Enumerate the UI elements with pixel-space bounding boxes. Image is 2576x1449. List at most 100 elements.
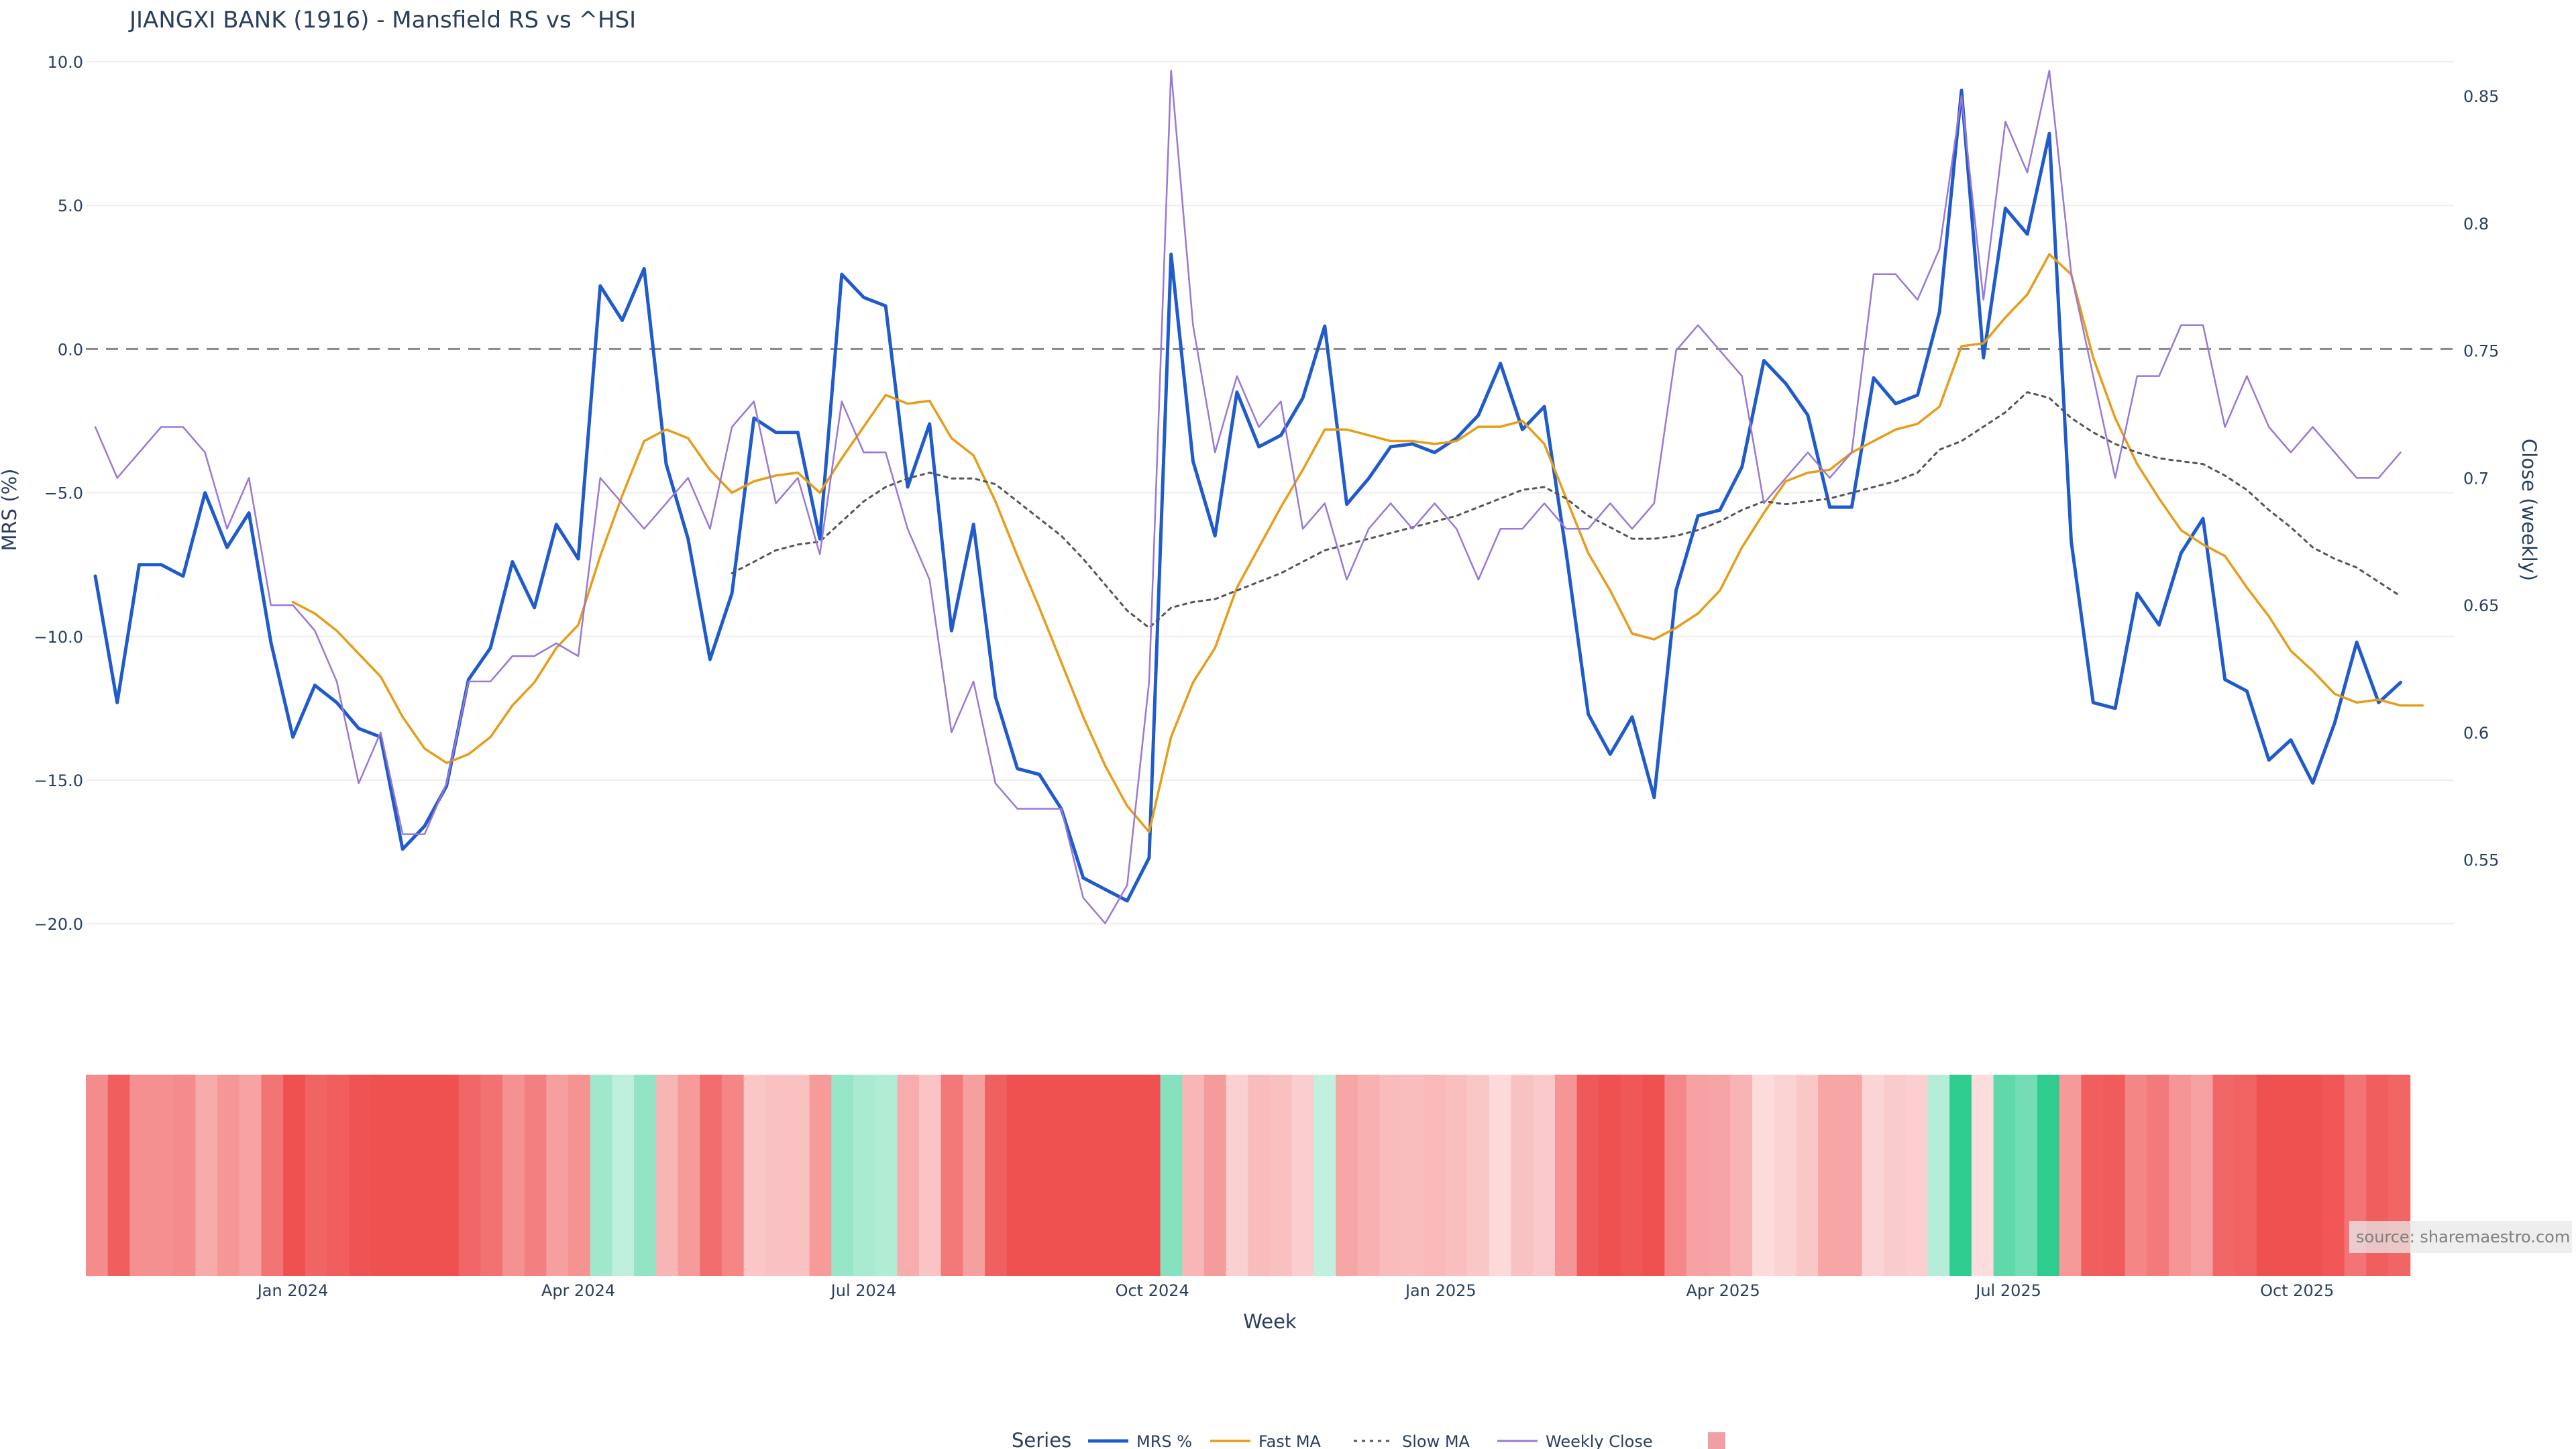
y-tick-label: −10.0 bbox=[34, 628, 83, 647]
heatmap-cell bbox=[2081, 1075, 2104, 1276]
heatmap-cell bbox=[1905, 1075, 1929, 1276]
y-axis-tick-labels: 10.0 5.0 0.0 −5.0 −10.0 −15.0 −20.0 bbox=[34, 53, 83, 934]
heatmap-cell bbox=[1533, 1075, 1556, 1276]
heatmap-cell bbox=[1949, 1075, 1972, 1276]
heatmap-cell bbox=[919, 1075, 942, 1276]
legend: Series MRS % Fast MA Slow MA Weekly Close bbox=[1012, 1429, 1725, 1449]
heatmap-cell bbox=[2256, 1075, 2279, 1276]
heatmap-cell bbox=[2103, 1075, 2126, 1276]
x-tick-label: Apr 2025 bbox=[1686, 1281, 1760, 1300]
legend-title: Series bbox=[1012, 1429, 1071, 1449]
heatmap-cell bbox=[86, 1075, 109, 1276]
heatmap-cell bbox=[1270, 1075, 1293, 1276]
y2-tick-label: 0.65 bbox=[2463, 596, 2499, 615]
y-tick-label: −20.0 bbox=[34, 915, 83, 934]
legend-swatch-heatmap bbox=[1708, 1432, 1725, 1449]
legend-label: Fast MA bbox=[1258, 1432, 1322, 1449]
heatmap-cell bbox=[1028, 1075, 1051, 1276]
heatmap-cell bbox=[2147, 1075, 2169, 1276]
heatmap-cell bbox=[437, 1075, 460, 1276]
source-badge bbox=[2349, 1221, 2572, 1253]
y-axis-title: MRS (%) bbox=[0, 469, 21, 551]
heatmap-cell bbox=[1730, 1075, 1753, 1276]
heatmap-cell bbox=[568, 1075, 591, 1276]
heatmap-cell bbox=[1094, 1075, 1117, 1276]
heatmap-cell bbox=[480, 1075, 503, 1276]
heatmap-cell bbox=[217, 1075, 240, 1276]
heatmap-cell bbox=[1708, 1075, 1731, 1276]
heatmap-cell bbox=[853, 1075, 876, 1276]
heatmap-cell bbox=[1138, 1075, 1161, 1276]
y-tick-label: 5.0 bbox=[58, 197, 83, 215]
y-tick-label: −5.0 bbox=[44, 484, 83, 503]
heatmap-cell bbox=[1511, 1075, 1534, 1276]
heatmap-cell bbox=[239, 1075, 262, 1276]
x-tick-label: Jan 2024 bbox=[256, 1281, 329, 1300]
heatmap-cell bbox=[1336, 1075, 1358, 1276]
heatmap-cell bbox=[546, 1075, 569, 1276]
heatmap-cell bbox=[700, 1075, 722, 1276]
heatmap-cell bbox=[2037, 1075, 2060, 1276]
heatmap-cell bbox=[327, 1075, 350, 1276]
heatmap-cell bbox=[831, 1075, 854, 1276]
heatmap-cell bbox=[655, 1075, 679, 1276]
heatmap-cell bbox=[875, 1075, 898, 1276]
y2-tick-label: 0.55 bbox=[2463, 851, 2499, 870]
heatmap-cell bbox=[985, 1075, 1008, 1276]
heatmap-cell bbox=[1116, 1075, 1139, 1276]
series-line-mrs- bbox=[93, 89, 2402, 903]
heatmap-cell bbox=[283, 1075, 306, 1276]
heatmap-cell bbox=[721, 1075, 745, 1276]
heatmap-cell bbox=[152, 1075, 174, 1276]
heatmap-cell bbox=[370, 1075, 394, 1276]
heatmap-cell bbox=[1006, 1075, 1030, 1276]
heatmap-cell bbox=[2212, 1075, 2235, 1276]
x-axis-tick-labels: Jan 2024 Apr 2024 Jul 2024 Oct 2024 Jan 2025… bbox=[256, 1281, 2334, 1300]
y2-axis-tick-labels: 0.55 0.6 0.65 0.7 0.75 0.8 0.85 bbox=[2463, 87, 2499, 869]
heatmap-cell bbox=[743, 1075, 766, 1276]
heatmap-cell bbox=[1423, 1075, 1446, 1276]
mrs-heatmap-strip bbox=[86, 1075, 2411, 1276]
y2-tick-label: 0.8 bbox=[2463, 215, 2489, 233]
heatmap-cell bbox=[1051, 1075, 1073, 1276]
heatmap-cell bbox=[1313, 1075, 1336, 1276]
series-lines bbox=[93, 70, 2424, 924]
heatmap-cell bbox=[1554, 1075, 1578, 1276]
heatmap-cell bbox=[897, 1075, 920, 1276]
heatmap-cell bbox=[1445, 1075, 1468, 1276]
heatmap-cell bbox=[1599, 1075, 1621, 1276]
heatmap-cell bbox=[2169, 1075, 2192, 1276]
heatmap-cell bbox=[2125, 1075, 2147, 1276]
x-tick-label: Oct 2025 bbox=[2260, 1281, 2334, 1300]
heatmap-cell bbox=[1621, 1075, 1644, 1276]
heatmap-cell bbox=[809, 1075, 832, 1276]
heatmap-cell bbox=[590, 1075, 613, 1276]
x-tick-label: Jul 2025 bbox=[1974, 1281, 2041, 1300]
series-line-weekly-close bbox=[94, 70, 2402, 924]
heatmap-cell bbox=[1884, 1075, 1907, 1276]
heatmap-cell bbox=[1971, 1075, 1994, 1276]
heatmap-cell bbox=[765, 1075, 788, 1276]
heatmap-cell bbox=[392, 1075, 415, 1276]
chart-title: JIANGXI BANK (1916) - Mansfield RS vs ^H… bbox=[128, 7, 636, 34]
heatmap-cell bbox=[458, 1075, 481, 1276]
heatmap-cell bbox=[612, 1075, 635, 1276]
y2-tick-label: 0.75 bbox=[2463, 342, 2499, 361]
heatmap-cell bbox=[1489, 1075, 1512, 1276]
heatmap-cell bbox=[1862, 1075, 1884, 1276]
heatmap-cell bbox=[1226, 1075, 1248, 1276]
heatmap-cell bbox=[1752, 1075, 1775, 1276]
heatmap-cell bbox=[1401, 1075, 1424, 1276]
heatmap-cell bbox=[261, 1075, 284, 1276]
heatmap-cell bbox=[1927, 1075, 1950, 1276]
heatmap-cell bbox=[524, 1075, 547, 1276]
heatmap-cell bbox=[1576, 1075, 1599, 1276]
legend-label: Weekly Close bbox=[1546, 1432, 1653, 1449]
heatmap-cell bbox=[195, 1075, 218, 1276]
heatmap-cell bbox=[1642, 1075, 1665, 1276]
heatmap-cell bbox=[787, 1075, 810, 1276]
source-label: source: sharemaestro.com bbox=[2356, 1228, 2570, 1246]
heatmap-cell bbox=[678, 1075, 700, 1276]
y-tick-label: −15.0 bbox=[34, 771, 83, 790]
heatmap-cell bbox=[1357, 1075, 1380, 1276]
